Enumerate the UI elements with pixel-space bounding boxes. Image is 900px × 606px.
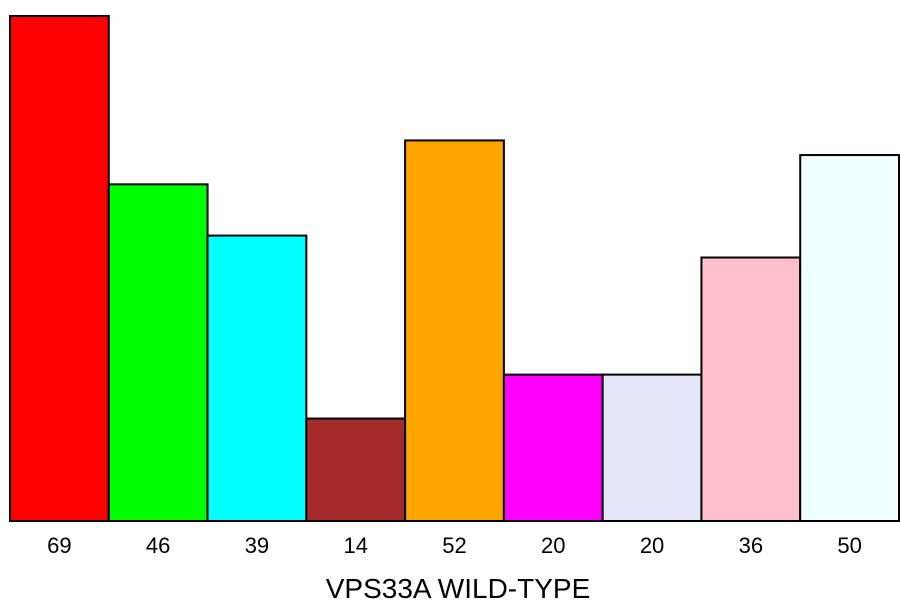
bar-2 xyxy=(107,183,209,523)
bar-6 xyxy=(502,373,604,522)
x-tick-label-6: 20 xyxy=(541,533,565,558)
bar-8 xyxy=(700,256,802,522)
x-tick-label-2: 46 xyxy=(146,533,170,558)
bar-5 xyxy=(404,139,505,522)
x-tick-label-9: 50 xyxy=(837,533,861,558)
bars-group xyxy=(9,15,900,523)
x-axis-label: VPS33A WILD-TYPE xyxy=(326,573,591,604)
x-tick-label-1: 69 xyxy=(47,533,71,558)
x-tick-label-8: 36 xyxy=(739,533,763,558)
bar-4 xyxy=(305,417,407,523)
x-tick-label-3: 39 xyxy=(245,533,269,558)
x-tick-label-7: 20 xyxy=(640,533,664,558)
x-tick-label-4: 14 xyxy=(343,533,367,558)
x-tick-label-5: 52 xyxy=(442,533,466,558)
bar-7 xyxy=(601,373,703,522)
bar-3 xyxy=(206,234,308,522)
bar-9 xyxy=(799,154,900,522)
bar-1 xyxy=(9,15,110,522)
tick-labels-group: 69 46 39 14 52 20 20 36 50 xyxy=(47,533,862,558)
